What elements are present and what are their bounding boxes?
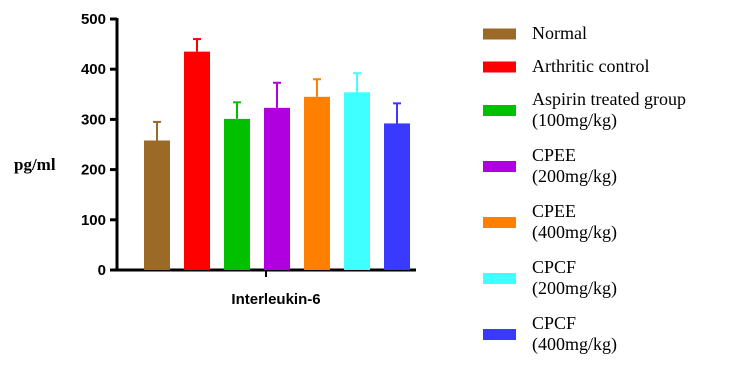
bar xyxy=(224,118,250,270)
y-tick-label: 300 xyxy=(81,111,106,128)
y-tick-label: 400 xyxy=(81,61,106,78)
legend-swatch xyxy=(483,28,516,40)
legend-swatch xyxy=(483,329,516,340)
bar xyxy=(144,140,170,270)
legend-label: Arthritic control xyxy=(532,56,649,76)
y-axis-label: pg/ml xyxy=(14,155,56,174)
legend-swatch xyxy=(483,105,516,116)
y-tick-label: 200 xyxy=(81,162,106,179)
bar xyxy=(304,96,330,270)
bar xyxy=(184,51,210,270)
legend: Normal Arthritic control Aspirin treated g… xyxy=(483,23,686,355)
legend-swatch xyxy=(483,273,516,284)
bar xyxy=(384,123,410,270)
y-tick-label: 100 xyxy=(81,212,106,229)
y-tick-label: 0 xyxy=(98,262,106,279)
legend-swatch xyxy=(483,217,516,228)
y-tick-label: 500 xyxy=(81,11,106,28)
bar xyxy=(344,92,370,271)
legend-swatch xyxy=(483,161,516,172)
legend-label: CPEE (400mg/kg) xyxy=(532,201,617,243)
legend-label: Normal xyxy=(532,23,587,43)
bar xyxy=(264,107,290,270)
bars xyxy=(144,38,410,271)
legend-label: CPCF (200mg/kg) xyxy=(532,257,617,299)
x-axis-label: Interleukin-6 xyxy=(231,291,320,308)
legend-label: Aspirin treated group (100mg/kg) xyxy=(532,89,686,131)
legend-label: CPEE (200mg/kg) xyxy=(532,145,617,187)
legend-swatch xyxy=(483,61,516,73)
legend-label: CPCF (400mg/kg) xyxy=(532,313,617,355)
